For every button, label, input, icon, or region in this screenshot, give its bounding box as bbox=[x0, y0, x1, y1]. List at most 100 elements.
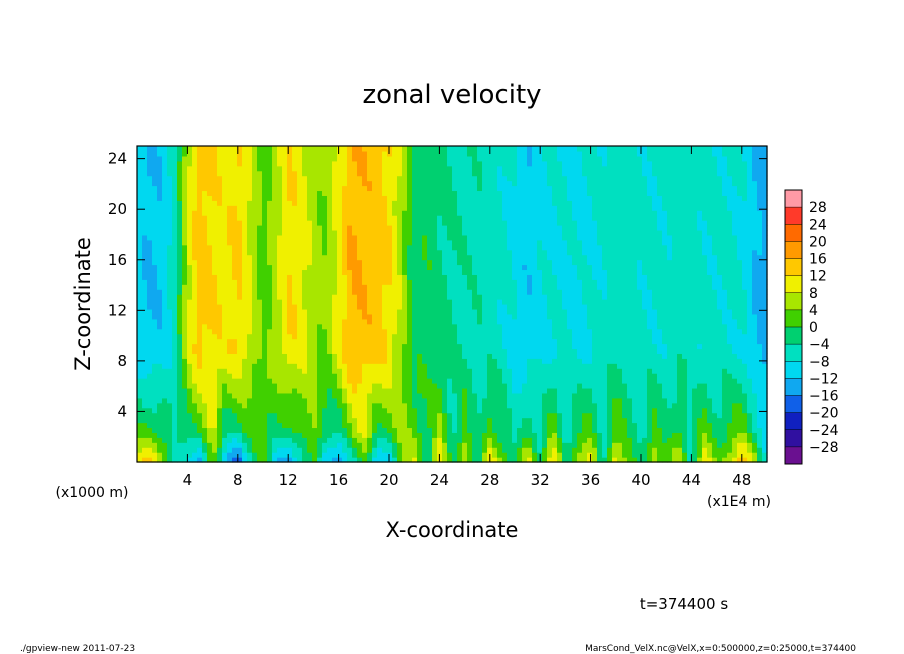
field-cell bbox=[317, 234, 323, 241]
field-cell bbox=[242, 457, 248, 463]
field-cell bbox=[362, 160, 368, 167]
field-cell bbox=[357, 279, 363, 285]
field-cell bbox=[367, 417, 373, 424]
field-cell bbox=[457, 146, 463, 152]
field-cell bbox=[372, 205, 378, 211]
field-cell bbox=[472, 155, 478, 162]
field-cell bbox=[457, 279, 463, 285]
field-cell bbox=[387, 373, 393, 379]
field-cell bbox=[287, 225, 293, 231]
field-cell bbox=[517, 323, 523, 330]
field-cell bbox=[522, 373, 528, 379]
field-cell bbox=[182, 239, 188, 246]
field-cell bbox=[317, 190, 323, 196]
field-cell bbox=[387, 190, 393, 196]
field-cell bbox=[332, 264, 338, 271]
field-cell bbox=[242, 353, 248, 359]
field-cell bbox=[427, 353, 433, 359]
field-cell bbox=[347, 225, 353, 231]
field-cell bbox=[487, 343, 493, 350]
field-cell bbox=[142, 274, 148, 280]
field-cell bbox=[502, 294, 508, 300]
field-cell bbox=[492, 422, 498, 429]
field-cell bbox=[307, 437, 313, 443]
field-cell bbox=[322, 363, 328, 369]
field-cell bbox=[182, 299, 188, 305]
field-cell bbox=[242, 170, 248, 177]
field-cell bbox=[312, 264, 318, 271]
field-cell bbox=[487, 225, 493, 231]
field-cell bbox=[157, 338, 163, 345]
field-cell bbox=[437, 264, 443, 271]
field-cell bbox=[157, 254, 163, 261]
field-cell bbox=[427, 304, 433, 310]
field-cell bbox=[192, 264, 198, 271]
field-cell bbox=[202, 304, 208, 310]
field-cell bbox=[422, 318, 428, 325]
field-cell bbox=[357, 146, 363, 152]
field-cell bbox=[262, 442, 268, 448]
field-cell bbox=[202, 215, 208, 221]
field-cell bbox=[342, 244, 348, 251]
field-cell bbox=[202, 234, 208, 241]
field-cell bbox=[402, 447, 408, 453]
field-cell bbox=[362, 387, 368, 394]
field-cell bbox=[232, 313, 238, 320]
field-cell bbox=[212, 274, 218, 280]
field-cell bbox=[452, 229, 458, 236]
field-cell bbox=[352, 318, 358, 325]
field-cell bbox=[197, 387, 203, 394]
field-cell bbox=[162, 353, 168, 359]
field-cell bbox=[157, 417, 163, 424]
field-cell bbox=[302, 452, 308, 458]
field-cell bbox=[512, 373, 518, 379]
field-cell bbox=[507, 432, 513, 438]
field-cell bbox=[197, 313, 203, 320]
field-cell bbox=[157, 383, 163, 389]
field-cell bbox=[377, 368, 383, 374]
field-cell bbox=[157, 333, 163, 340]
field-cell bbox=[297, 422, 303, 429]
field-cell bbox=[167, 392, 173, 399]
field-cell bbox=[442, 146, 448, 152]
field-cell bbox=[452, 205, 458, 211]
field-cell bbox=[412, 383, 418, 389]
field-cell bbox=[352, 457, 358, 463]
field-cell bbox=[347, 422, 353, 429]
field-cell bbox=[337, 447, 343, 453]
field-cell bbox=[297, 442, 303, 448]
field-cell bbox=[302, 210, 308, 216]
field-cell bbox=[332, 407, 338, 414]
field-cell bbox=[292, 165, 298, 172]
field-cell bbox=[167, 274, 173, 280]
field-cell bbox=[522, 150, 528, 157]
field-cell bbox=[147, 358, 153, 364]
field-cell bbox=[297, 412, 303, 419]
field-cell bbox=[207, 200, 213, 206]
field-cell bbox=[512, 387, 518, 394]
field-cell bbox=[462, 417, 468, 424]
field-cell bbox=[447, 225, 453, 231]
field-cell bbox=[447, 155, 453, 162]
field-cell bbox=[382, 407, 388, 414]
field-cell bbox=[387, 432, 393, 438]
field-cell bbox=[387, 353, 393, 359]
field-cell bbox=[422, 200, 428, 206]
field-cell bbox=[397, 333, 403, 340]
field-cell bbox=[172, 180, 178, 187]
field-cell bbox=[482, 215, 488, 221]
field-cell bbox=[507, 259, 513, 266]
field-cell bbox=[357, 190, 363, 196]
field-cell bbox=[387, 417, 393, 424]
field-cell bbox=[457, 180, 463, 187]
field-cell bbox=[462, 299, 468, 305]
field-cell bbox=[207, 284, 213, 290]
field-cell bbox=[317, 304, 323, 310]
field-cell bbox=[297, 264, 303, 271]
field-cell bbox=[307, 333, 313, 340]
field-cell bbox=[227, 402, 233, 409]
field-cell bbox=[182, 234, 188, 241]
field-cell bbox=[327, 308, 333, 315]
field-cell bbox=[362, 333, 368, 340]
field-cell bbox=[477, 165, 483, 172]
